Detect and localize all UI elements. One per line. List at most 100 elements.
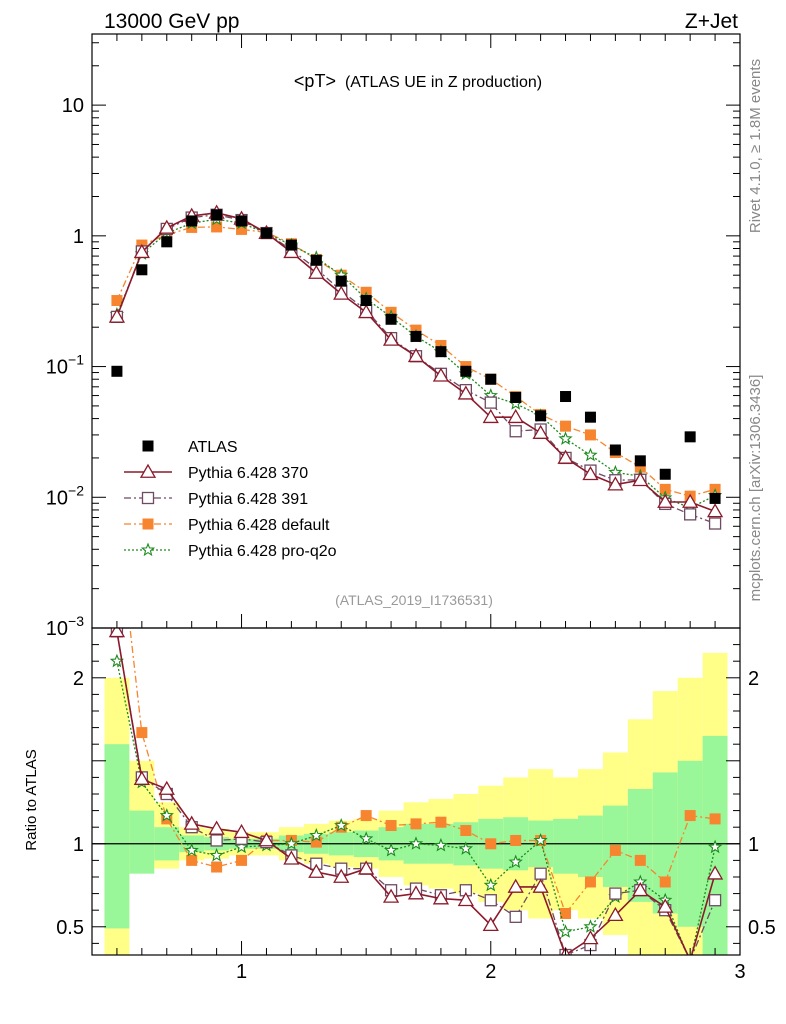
chart-title: <pT> (294, 71, 336, 91)
legend-label: Pythia 6.428 391 (188, 491, 308, 508)
analysis-id: (ATLAS_2019_I1736531) (335, 592, 493, 608)
ratio-point (210, 834, 223, 847)
stat-band (578, 815, 603, 877)
y-tick-base: 1 (73, 226, 84, 248)
mcplots-source-note: mcplots.cern.ch [arXiv:1306.3436] (747, 375, 764, 602)
data-point (607, 476, 624, 491)
y-tick-base: 10 (46, 618, 68, 640)
data-point (410, 330, 422, 342)
energy-label: 13000 GeV pp (104, 10, 239, 33)
data-point (432, 367, 450, 382)
legend-label: ATLAS (188, 439, 238, 456)
ratio-point (485, 838, 497, 850)
y-tick-label: 10−2 (46, 482, 84, 509)
data-point (435, 346, 447, 358)
rivet-version-note: Rivet 4.1.0, ≥ 1.8M events (747, 59, 764, 233)
ratio-point (484, 894, 497, 907)
ratio-point (209, 847, 224, 862)
ratio-point (161, 813, 173, 825)
x-tick-label: 2 (485, 961, 496, 983)
ratio-point (234, 839, 249, 854)
ratio-uncertainty-bands (104, 652, 728, 955)
data-point (360, 295, 372, 307)
data-point (507, 408, 524, 424)
stat-band (129, 810, 155, 874)
y-tick-base: 10 (46, 357, 68, 379)
stat-band (553, 818, 578, 874)
ratio-point (659, 876, 671, 888)
ratio-point (158, 780, 175, 795)
ratio-point (310, 836, 322, 848)
legend-marker (141, 491, 155, 505)
y-tick-base: 10 (46, 487, 68, 509)
ratio-point (708, 894, 722, 907)
data-point (609, 444, 621, 456)
ratio-point (236, 854, 248, 866)
ratio-point (183, 815, 200, 830)
ratio-point (507, 878, 524, 893)
data-point (460, 365, 472, 377)
ratio-point (385, 820, 397, 832)
y-tick-label: 10−1 (46, 352, 84, 379)
data-point (632, 471, 649, 487)
data-point (659, 468, 671, 480)
ratio-point (233, 823, 250, 839)
ratio-y-tick-label-right: 2 (748, 668, 759, 690)
data-point (133, 243, 150, 259)
ratio-point (432, 890, 450, 905)
data-point (482, 408, 499, 424)
ratio-point (460, 825, 472, 837)
ratio-point (258, 832, 275, 847)
ratio-point (283, 850, 300, 865)
ratio-point (308, 863, 325, 878)
ratio-point (358, 831, 374, 845)
legend-label: Pythia 6.428 pro-q2o (188, 543, 337, 560)
x-tick-label: 1 (236, 961, 247, 983)
legend-marker (142, 440, 154, 452)
ratio-point (532, 878, 549, 893)
data-point (706, 503, 724, 518)
data-point (407, 347, 425, 363)
ratio-point (458, 841, 474, 855)
ratio-point (609, 844, 621, 856)
data-point (382, 331, 400, 346)
data-point (560, 420, 572, 432)
data-point (657, 493, 674, 508)
data-point (583, 447, 598, 462)
ratio-point (657, 898, 674, 913)
ratio-point (108, 628, 126, 638)
ratio-point (208, 820, 225, 835)
legend-item: Pythia 6.428 default (124, 517, 330, 534)
data-point (236, 215, 248, 227)
ratio-point (634, 854, 646, 866)
data-point (684, 508, 697, 521)
data-point (333, 285, 350, 300)
stat-band (104, 744, 130, 929)
process-label: Z+Jet (685, 10, 738, 33)
stat-band (652, 772, 678, 914)
ratio-point (284, 836, 299, 850)
legend-item: Pythia 6.428 370 (124, 463, 308, 482)
data-point (211, 209, 223, 221)
ratio-point (609, 887, 622, 900)
ratio-point (709, 813, 721, 825)
data-point (558, 431, 573, 445)
data-point (557, 449, 574, 464)
data-point (283, 243, 300, 259)
ratio-point (457, 891, 474, 907)
ratio-point (510, 834, 522, 846)
y-tick-base: 10 (62, 95, 84, 117)
legend-marker (139, 463, 157, 478)
ratio-point (706, 865, 724, 880)
ratio-point (684, 810, 696, 822)
legend-marker (140, 542, 156, 557)
ratio-point (509, 910, 522, 923)
data-point (335, 275, 347, 287)
ratio-point (533, 832, 548, 847)
ratio-point (333, 868, 350, 883)
data-point (484, 396, 497, 409)
data-point (684, 431, 696, 443)
ratio-point (334, 818, 349, 832)
data-point (358, 304, 375, 319)
ratio-point (159, 808, 174, 822)
